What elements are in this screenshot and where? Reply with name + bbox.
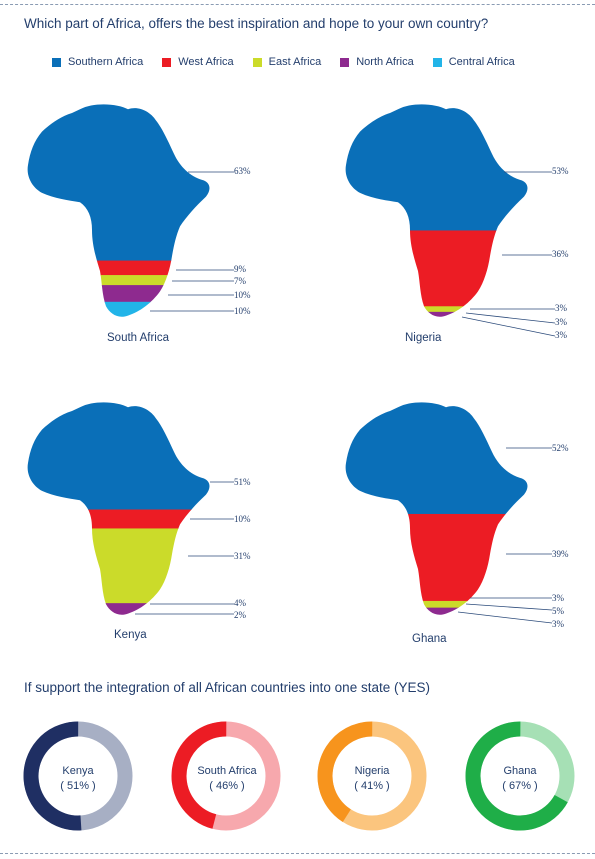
region-band-west-africa [27, 260, 210, 276]
region-band-east-africa [27, 528, 210, 604]
leader-line [457, 611, 553, 624]
bottom-divider [0, 853, 595, 854]
donut-label-kenya: Kenya ( 51% ) [38, 764, 118, 794]
pct-label: 9% [234, 264, 246, 274]
donut-label-south-africa: South Africa ( 46% ) [187, 764, 267, 794]
donut-value: ( 46% ) [209, 780, 245, 792]
legend-swatch [432, 57, 442, 67]
region-band-north-africa [345, 607, 528, 615]
donut-country: Ghana [503, 765, 537, 777]
pct-label: 10% [234, 290, 251, 300]
pct-label: 3% [555, 317, 567, 327]
region-band-east-africa [345, 306, 528, 313]
pct-label: 10% [234, 514, 251, 524]
donut-arc-kenya [23, 721, 133, 831]
legend-label: Central Africa [448, 56, 515, 68]
legend-label: West Africa [178, 56, 234, 68]
region-band-southern-africa [27, 104, 210, 262]
legend-item: East Africa [252, 56, 322, 68]
map-caption-nigeria: Nigeria [405, 332, 442, 344]
donut-country: South Africa [197, 765, 257, 777]
pct-label: 53% [552, 166, 569, 176]
africa-map-nigeria [345, 104, 528, 317]
region-band-east-africa [345, 600, 528, 609]
donut-arc-south-africa [171, 721, 281, 831]
pct-label: 3% [555, 303, 567, 313]
region-band-central-africa [22, 615, 222, 621]
donut-value: ( 67% ) [502, 780, 538, 792]
page-title: Which part of Africa, offers the best in… [24, 16, 489, 31]
top-divider [0, 4, 595, 5]
legend-item: Central Africa [432, 56, 515, 68]
region-band-west-africa [345, 230, 528, 307]
region-band-central-africa [27, 301, 210, 317]
pct-label: 3% [552, 619, 564, 629]
region-band-north-africa [27, 603, 210, 615]
map-caption-south-africa: South Africa [107, 332, 170, 344]
region-band-north-africa [345, 311, 528, 317]
donut-arc-nigeria [317, 721, 427, 831]
pct-label: 36% [552, 249, 569, 259]
legend-swatch [52, 57, 61, 67]
donut-value: ( 51% ) [60, 780, 96, 792]
africa-map-ghana [345, 402, 528, 615]
pct-label: 39% [552, 549, 569, 559]
leader-line [465, 312, 556, 324]
legend-swatch [252, 57, 262, 67]
donut-label-ghana: Ghana ( 67% ) [480, 764, 560, 794]
region-band-southern-africa [27, 402, 210, 510]
leader-line [465, 603, 553, 611]
region-band-east-africa [27, 275, 210, 286]
region-band-west-africa [345, 513, 528, 602]
donut-value: ( 41% ) [354, 780, 390, 792]
pct-label: 7% [234, 276, 246, 286]
section-title-integration: If support the integration of all Africa… [24, 680, 430, 695]
pct-label: 31% [234, 551, 251, 561]
pct-label: 3% [555, 330, 567, 340]
map-caption-kenya: Kenya [114, 629, 147, 641]
africa-map-kenya [22, 402, 222, 621]
africa-bands [22, 402, 222, 621]
pct-label: 63% [234, 166, 251, 176]
africa-bands [27, 104, 210, 317]
africa-map-south-africa [27, 104, 210, 317]
legend-item: West Africa [162, 56, 234, 68]
donut-country: Nigeria [354, 765, 390, 777]
leader-line [461, 316, 556, 337]
legend-item: Southern Africa [52, 56, 143, 68]
map-caption-ghana: Ghana [412, 633, 447, 645]
legend-item: North Africa [340, 56, 414, 68]
region-band-southern-africa [345, 402, 528, 515]
donut-country: Kenya [62, 765, 94, 777]
pct-label: 4% [234, 598, 246, 608]
donut-label-nigeria: Nigeria ( 41% ) [332, 764, 412, 794]
africa-bands [345, 104, 528, 317]
region-band-north-africa [27, 285, 210, 303]
legend-label: Southern Africa [68, 56, 144, 68]
donut-arc-ghana [465, 721, 575, 831]
africa-bands [345, 402, 528, 615]
legend-label: North Africa [356, 56, 414, 68]
pct-label: 10% [234, 306, 251, 316]
region-band-southern-africa [345, 104, 528, 231]
legend: Southern Africa West Africa East Africa … [52, 56, 534, 68]
legend-swatch [162, 57, 172, 67]
pct-label: 52% [552, 443, 569, 453]
pct-label: 5% [552, 606, 564, 616]
legend-swatch [340, 57, 350, 67]
pct-label: 51% [234, 477, 251, 487]
pct-label: 3% [552, 593, 564, 603]
pct-label: 2% [234, 610, 246, 620]
legend-label: East Africa [268, 56, 322, 68]
